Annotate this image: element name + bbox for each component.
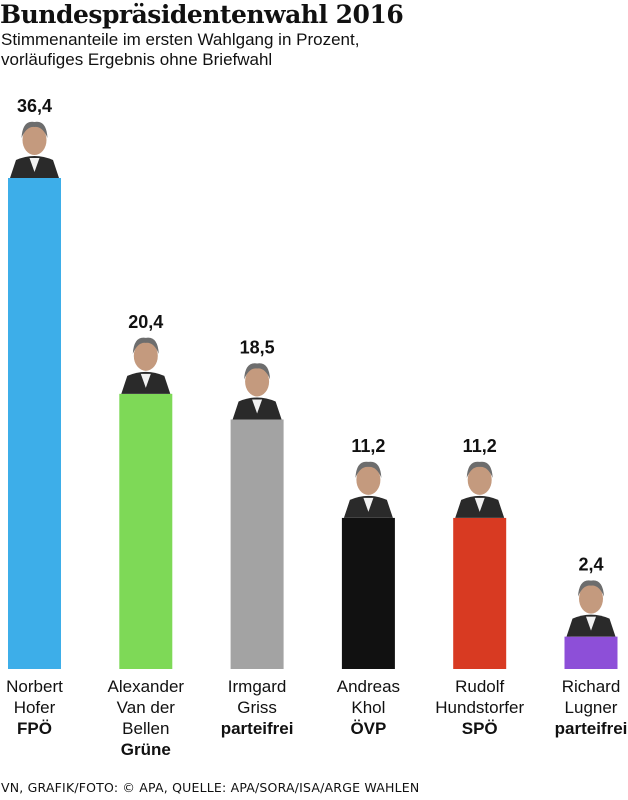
party-label: parteifrei: [221, 719, 294, 738]
category-label: Khol: [351, 698, 385, 717]
portrait-photo-icon: [232, 363, 282, 420]
category-label: Alexander: [108, 677, 185, 696]
party-label: FPÖ: [17, 719, 52, 738]
bar: [564, 636, 618, 669]
chart-subtitle: Stimmenanteile im ersten Wahlgang in Pro…: [1, 30, 359, 70]
source-note: VN, GRAFIK/FOTO: © APA, QUELLE: APA/SORA…: [1, 780, 420, 795]
category-label: Irmgard: [228, 677, 287, 696]
bar: [8, 178, 61, 669]
bar: [453, 517, 507, 669]
category-label: Griss: [237, 698, 277, 717]
subtitle-line: Stimmenanteile im ersten Wahlgang in Pro…: [1, 30, 360, 49]
value-label: 18,5: [240, 337, 275, 357]
category-label: Lugner: [565, 698, 618, 717]
bar: [230, 419, 284, 669]
category-label: Van der: [117, 698, 176, 717]
value-label: 36,4: [17, 96, 52, 116]
category-label: Norbert: [6, 677, 63, 696]
bar: [119, 393, 173, 669]
portrait-photo-icon: [10, 121, 59, 178]
value-label: 2,4: [578, 555, 603, 575]
category-label: Richard: [562, 677, 621, 696]
value-label: 20,4: [128, 312, 163, 332]
portrait-photo-icon: [121, 337, 171, 394]
category-label: Hundstorfer: [435, 698, 524, 717]
category-label: Andreas: [337, 677, 400, 696]
party-label: ÖVP: [350, 719, 386, 738]
category-label: Hofer: [14, 698, 56, 717]
category-label: Rudolf: [455, 677, 504, 696]
party-label: parteifrei: [555, 719, 628, 738]
subtitle-line: vorläufiges Ergebnis ohne Briefwahl: [1, 50, 273, 69]
portrait-photo-icon: [343, 461, 393, 518]
party-label: SPÖ: [462, 719, 498, 738]
category-label: Bellen: [122, 719, 169, 738]
portrait-photo-icon: [455, 461, 505, 518]
bar: [341, 517, 395, 669]
portrait-photo-icon: [566, 580, 616, 637]
value-label: 11,2: [463, 436, 497, 456]
chart-title: Bundespräsidentenwahl 2016: [0, 0, 404, 29]
value-label: 11,2: [351, 436, 385, 456]
party-label: Grüne: [121, 740, 171, 759]
